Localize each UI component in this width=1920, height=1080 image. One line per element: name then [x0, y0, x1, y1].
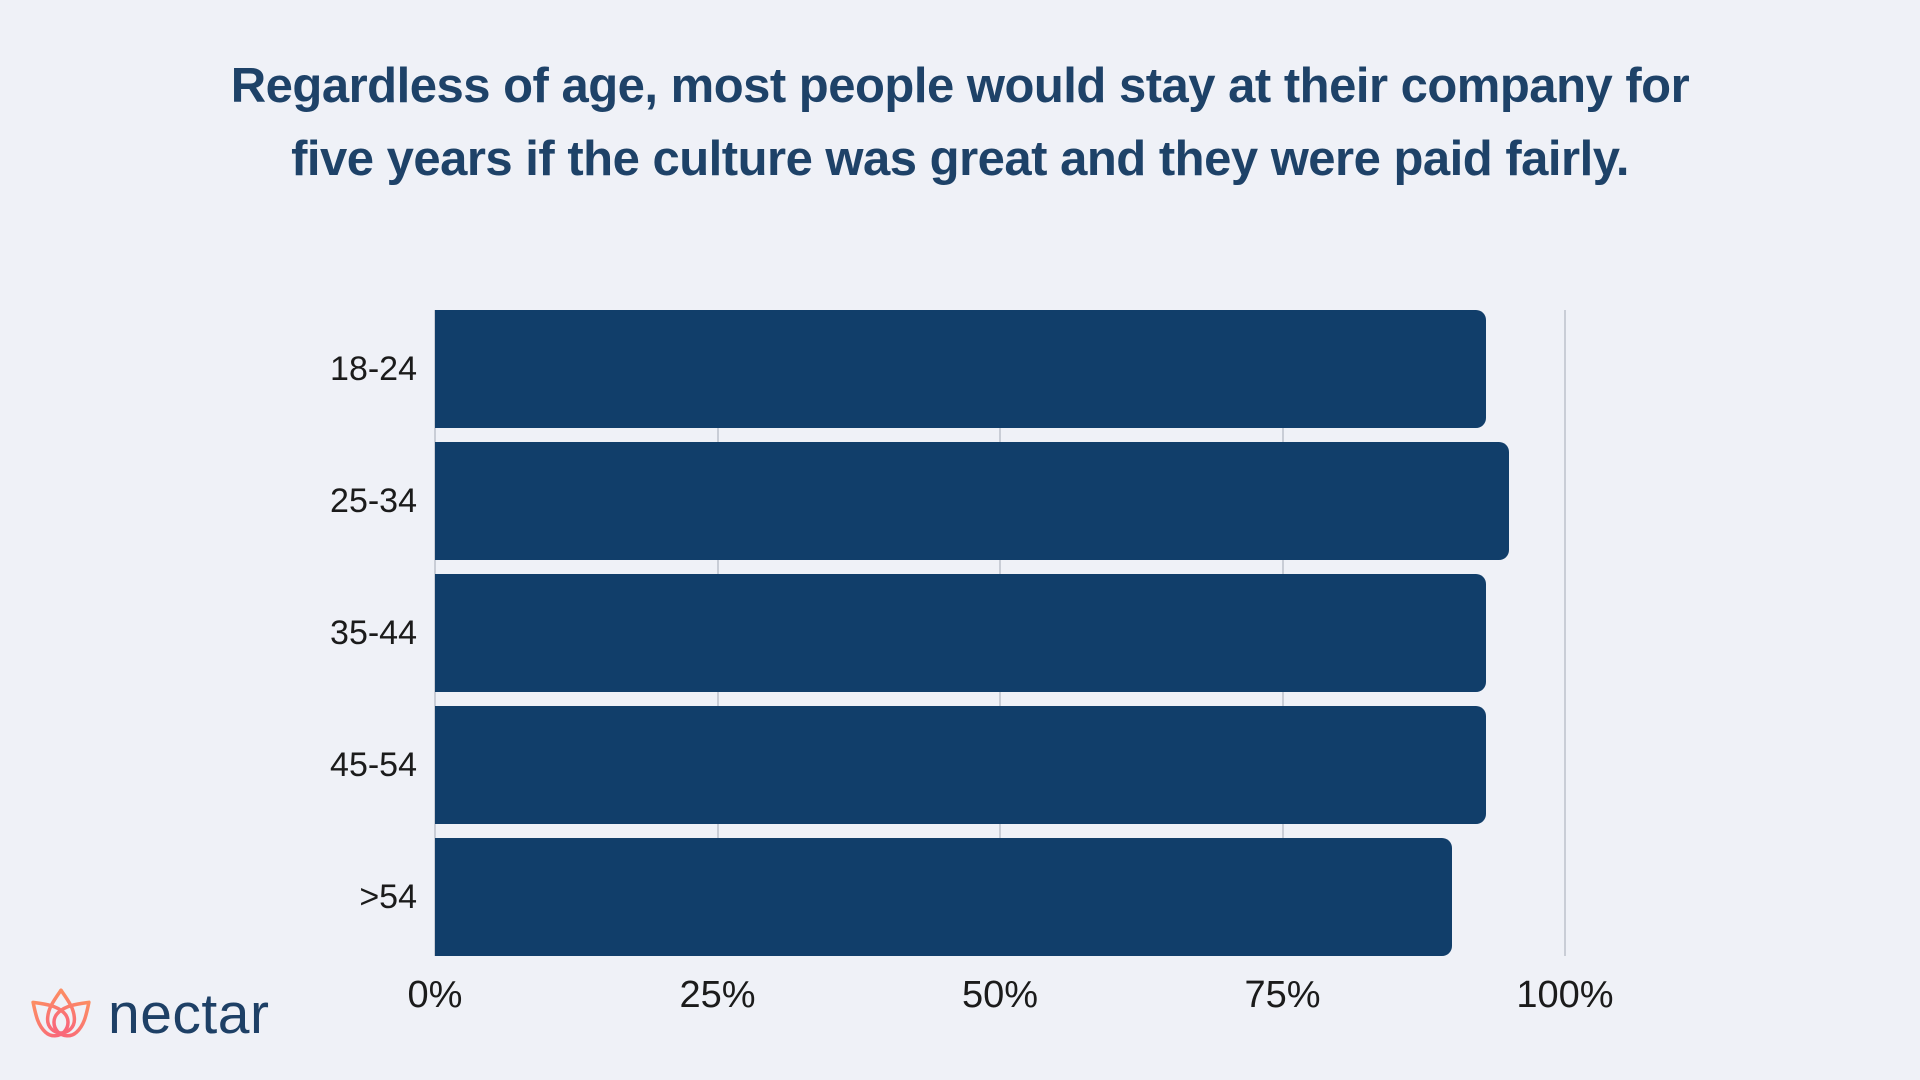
bar-row	[435, 838, 1565, 956]
x-tick-label-75: 75%	[1244, 974, 1321, 1016]
bar-25-34	[435, 442, 1509, 560]
bar-18-24	[435, 310, 1486, 428]
bar-row	[435, 442, 1565, 560]
category-label-45-54: 45-54	[330, 745, 417, 784]
chart-title-line-1: Regardless of age, most people would sta…	[230, 59, 1690, 113]
nectar-logo: nectar	[28, 984, 269, 1050]
bar-row	[435, 706, 1565, 824]
category-label-18-24: 18-24	[330, 349, 417, 388]
x-axis: 0% 25% 50% 75% 100%	[408, 974, 1614, 1022]
chart-title-line-2: five years if the culture was great and …	[291, 132, 1629, 186]
bar-row	[435, 310, 1565, 428]
category-label->54: >54	[359, 877, 417, 916]
chart-title: Regardless of age, most people would sta…	[0, 50, 1920, 196]
category-labels: 18-24 25-34 35-44 45-54 >54	[195, 310, 417, 956]
x-tick-label-25: 25%	[679, 974, 756, 1016]
bar->54	[435, 838, 1452, 956]
x-tick-label-50: 50%	[961, 974, 1039, 1016]
x-tick-label-0: 0%	[407, 974, 463, 1016]
category-label-35-44: 35-44	[330, 613, 417, 652]
bar-45-54	[435, 706, 1486, 824]
bar-row	[435, 574, 1565, 692]
category-label-25-34: 25-34	[330, 481, 417, 520]
bars	[435, 310, 1565, 956]
lotus-flower-icon	[31, 988, 91, 1038]
logo-text: nectar	[108, 981, 270, 1046]
gridline-100	[1564, 310, 1566, 956]
x-tick-label-100: 100%	[1516, 974, 1614, 1016]
plot-area	[434, 310, 1566, 956]
bar-35-44	[435, 574, 1486, 692]
